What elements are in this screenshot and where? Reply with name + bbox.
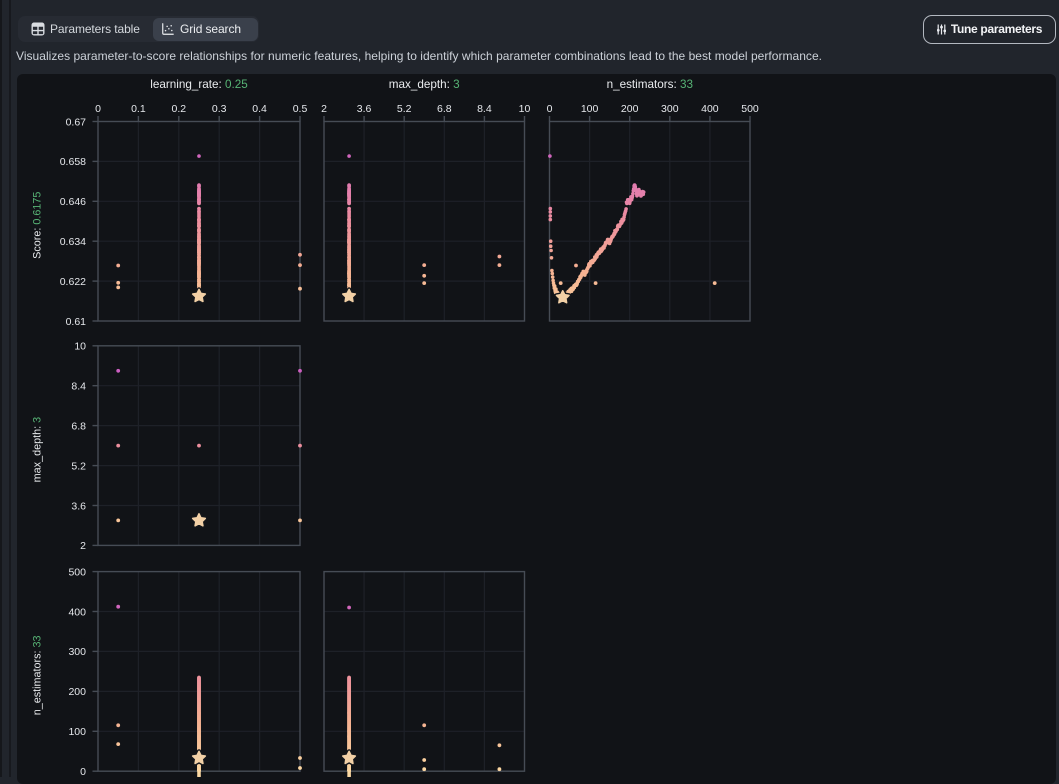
svg-text:0.622: 0.622 (60, 276, 86, 288)
svg-text:6.8: 6.8 (71, 420, 86, 432)
svg-text:0.61: 0.61 (66, 316, 87, 328)
svg-text:0.646: 0.646 (60, 196, 86, 208)
svg-text:0.5: 0.5 (293, 103, 308, 115)
svg-text:5.2: 5.2 (71, 460, 86, 472)
svg-text:0.658: 0.658 (60, 156, 86, 168)
svg-text:400: 400 (701, 103, 719, 115)
svg-text:2: 2 (321, 103, 327, 115)
svg-text:10: 10 (74, 341, 86, 353)
svg-text:0.67: 0.67 (66, 116, 87, 128)
svg-text:300: 300 (68, 646, 86, 658)
svg-text:3.6: 3.6 (71, 500, 86, 512)
svg-text:3.6: 3.6 (357, 103, 372, 115)
svg-text:Score: 0.6175: Score: 0.6175 (32, 192, 44, 259)
svg-text:500: 500 (68, 566, 86, 578)
svg-text:0.634: 0.634 (60, 236, 86, 248)
svg-text:8.4: 8.4 (477, 103, 492, 115)
svg-text:max_depth: 3: max_depth: 3 (32, 417, 44, 482)
svg-text:0: 0 (95, 103, 101, 115)
svg-text:200: 200 (68, 686, 86, 698)
svg-text:0.2: 0.2 (171, 103, 186, 115)
svg-text:0: 0 (547, 103, 553, 115)
svg-text:learning_rate: 0.25: learning_rate: 0.25 (150, 78, 248, 91)
svg-text:6.8: 6.8 (437, 103, 452, 115)
svg-text:n_estimators: 33: n_estimators: 33 (32, 635, 44, 715)
svg-text:400: 400 (68, 606, 86, 618)
svg-text:0.1: 0.1 (131, 103, 146, 115)
svg-text:0.3: 0.3 (212, 103, 227, 115)
svg-text:2: 2 (80, 540, 86, 552)
svg-text:10: 10 (519, 103, 531, 115)
svg-text:100: 100 (68, 726, 86, 738)
svg-text:200: 200 (621, 103, 639, 115)
svg-text:500: 500 (741, 103, 759, 115)
svg-text:0.4: 0.4 (252, 103, 267, 115)
svg-text:5.2: 5.2 (397, 103, 412, 115)
svg-text:8.4: 8.4 (71, 381, 86, 393)
svg-text:max_depth: 3: max_depth: 3 (389, 78, 460, 91)
svg-text:100: 100 (581, 103, 599, 115)
svg-text:n_estimators: 33: n_estimators: 33 (607, 78, 693, 91)
svg-text:0: 0 (80, 766, 86, 777)
svg-text:300: 300 (661, 103, 679, 115)
